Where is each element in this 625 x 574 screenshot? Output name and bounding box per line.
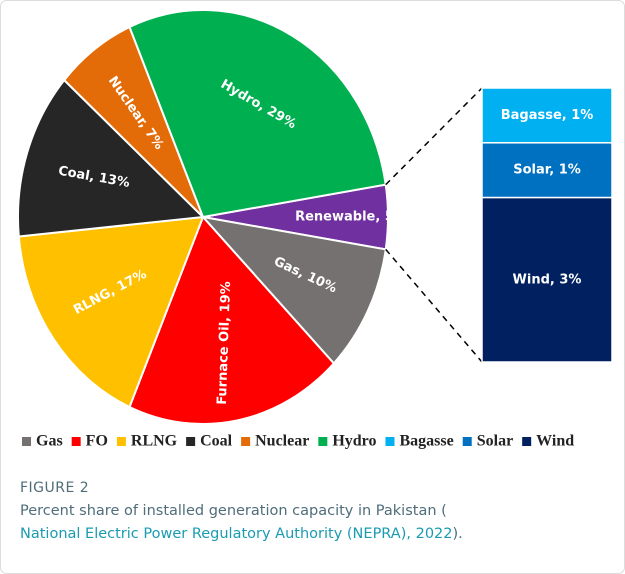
- pie-slice: [128, 9, 387, 219]
- legend-label: Hydro: [332, 433, 376, 450]
- chart: Renewable, 5%Gas, 10%Furnace Oil, 19%RLN…: [17, 9, 613, 450]
- caption-end: ).: [453, 526, 463, 542]
- pie-slice: [17, 78, 206, 238]
- caption-link[interactable]: National Electric Power Regulatory Autho…: [20, 526, 453, 542]
- slice-label: Furnace Oil, 19%: [215, 281, 234, 405]
- legend-label: Wind: [536, 433, 574, 450]
- legend-label: Gas: [36, 433, 63, 450]
- legend-label: Bagasse: [399, 433, 453, 450]
- legend-marker: [522, 437, 532, 446]
- legend-label: FO: [86, 433, 108, 450]
- segment-label: Bagasse, 1%: [501, 108, 594, 123]
- bar-segment: [481, 196, 613, 363]
- legend-label: Coal: [200, 433, 233, 450]
- legend-marker: [241, 437, 251, 446]
- bar-segment: [481, 142, 613, 199]
- legend-marker: [318, 437, 328, 446]
- legend-marker: [116, 437, 126, 446]
- legend-label: RLNG: [131, 433, 178, 450]
- caption-line2: National Electric Power Regulatory Autho…: [20, 526, 463, 542]
- pie-slice: [17, 215, 205, 409]
- bar-segment: [481, 87, 613, 144]
- figure-label: FIGURE 2: [20, 480, 89, 496]
- legend-label: Nuclear: [255, 433, 309, 450]
- segment-label: Solar, 1%: [513, 163, 581, 178]
- legend-marker: [385, 437, 395, 446]
- slice-label: Renewable, 5%: [295, 210, 407, 225]
- connector: [385, 248, 483, 363]
- legend-marker: [71, 437, 81, 446]
- pie-slice: [128, 215, 336, 425]
- legend-marker: [22, 437, 31, 446]
- pie-slice: [200, 215, 387, 365]
- legend-label: Solar: [477, 433, 513, 450]
- connector: [385, 87, 483, 186]
- legend-marker: [462, 437, 472, 446]
- legend-marker: [186, 437, 196, 446]
- caption-text: Percent share of installed generation ca…: [20, 503, 447, 519]
- segment-label: Wind, 3%: [513, 272, 582, 287]
